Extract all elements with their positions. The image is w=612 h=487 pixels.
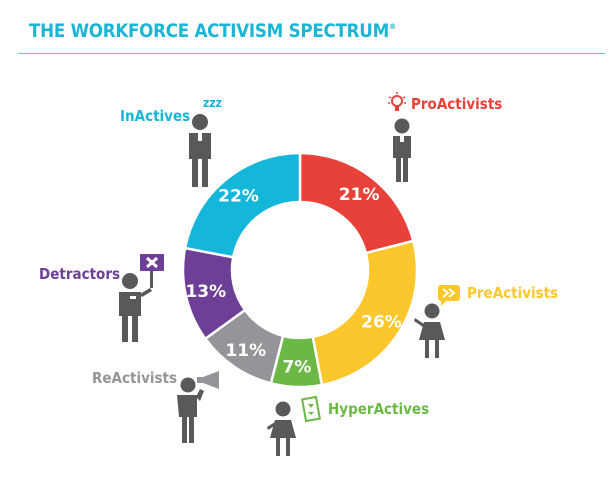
donut-segment-inactives [183, 151, 302, 259]
sign-card-icon [301, 395, 321, 423]
donut-segment-preactivists [311, 239, 419, 387]
fast-forward-bubble-icon [438, 285, 460, 306]
proactivist-figure [393, 118, 411, 182]
reactivist-figure [177, 377, 204, 443]
segment-value-label: 11% [225, 341, 266, 361]
segment-value-label: 13% [185, 282, 226, 302]
title-divider [18, 53, 605, 54]
x-sign-icon [140, 254, 164, 271]
segment-value-label: 7% [283, 357, 312, 377]
lightbulb-icon [388, 92, 406, 111]
legend-label-hyperactives: HyperActives [328, 400, 430, 418]
zzz-icon: zzz [203, 96, 222, 110]
legend-label-proactivists: ProActivists [411, 95, 503, 113]
segment-value-label: 22% [218, 187, 259, 207]
legend-label-preactivists: PreActivists [467, 284, 559, 302]
segment-value-label: 26% [361, 313, 402, 333]
segment-value-label: 21% [339, 185, 380, 205]
preactivist-figure [414, 303, 445, 358]
page-title: THE WORKFORCE ACTIVISM SPECTRUM® [29, 20, 396, 42]
inactive-figure [189, 114, 211, 187]
hyperactive-figure [267, 401, 296, 456]
legend-label-inactives: InActives [120, 107, 191, 125]
detractor-figure [119, 270, 153, 342]
legend-label-reactivists: ReActivists [92, 369, 178, 387]
legend-label-detractors: Detractors [39, 265, 121, 283]
megaphone-icon [197, 371, 219, 389]
